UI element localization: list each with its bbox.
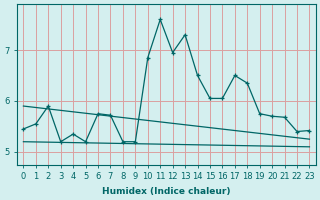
- X-axis label: Humidex (Indice chaleur): Humidex (Indice chaleur): [102, 187, 231, 196]
